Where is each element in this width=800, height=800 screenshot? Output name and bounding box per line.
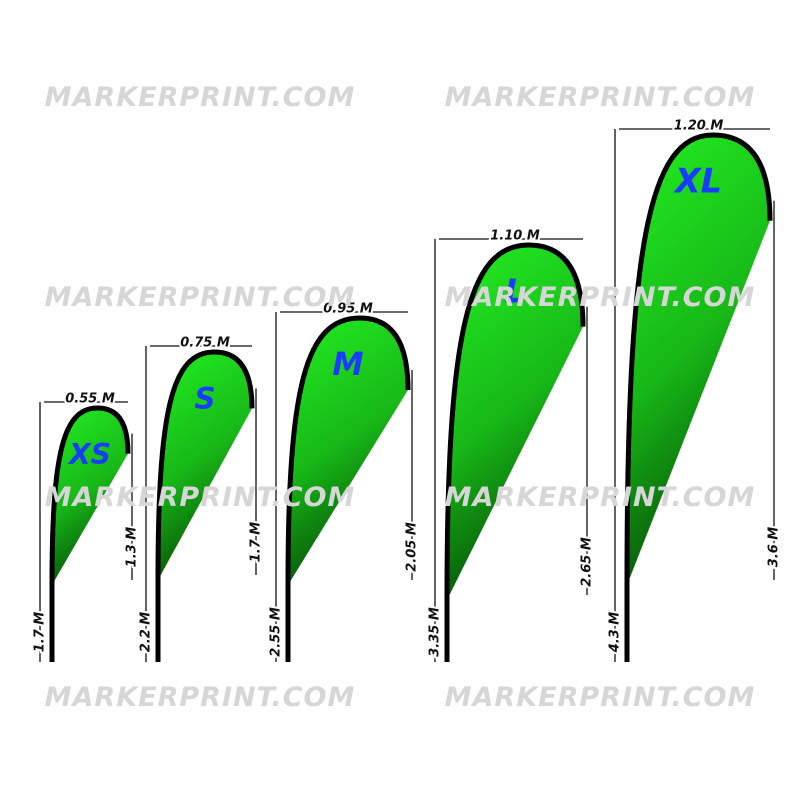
total-height-label: 3.35 M <box>428 607 443 657</box>
flag-fabric <box>288 318 408 585</box>
watermark: MARKERPRINT.COM <box>445 682 756 713</box>
size-label: L <box>505 272 526 311</box>
flag-pole <box>444 242 586 662</box>
flag-height-label: 1.3 M <box>125 527 140 568</box>
flag-pole <box>624 132 773 662</box>
watermark: MARKERPRINT.COM <box>45 82 356 113</box>
total-height-label: 1.7 M <box>33 612 48 653</box>
flag-height-label: 3.6 M <box>767 527 782 568</box>
width-label: 1.20 M <box>674 119 724 134</box>
flag-fabric <box>447 245 583 600</box>
watermark: MARKERPRINT.COM <box>45 482 356 513</box>
size-label: M <box>332 347 363 383</box>
flag-height-label: 2.05 M <box>405 522 420 572</box>
flag-fabric <box>627 135 770 585</box>
width-label: 0.95 M <box>323 302 373 317</box>
flag-fabric <box>52 408 128 585</box>
watermark: MARKERPRINT.COM <box>45 682 356 713</box>
flag-height-label: 2.65 M <box>580 537 595 587</box>
flag-pole <box>155 349 255 662</box>
size-label: XL <box>673 162 722 201</box>
watermark: MARKERPRINT.COM <box>45 282 356 313</box>
watermark: MARKERPRINT.COM <box>445 282 756 313</box>
flag-pole <box>49 405 131 662</box>
watermark: MARKERPRINT.COM <box>445 482 756 513</box>
total-height-label: 2.55 M <box>269 607 284 657</box>
width-label: 0.55 M <box>65 392 115 407</box>
watermark: MARKERPRINT.COM <box>445 82 756 113</box>
size-label: S <box>194 382 215 416</box>
flag-pole <box>285 315 411 662</box>
size-label: XS <box>67 438 111 471</box>
flag-fabric <box>158 352 252 580</box>
total-height-label: 4.3 M <box>608 612 623 654</box>
total-height-label: 2.2 M <box>139 612 154 653</box>
width-label: 1.10 M <box>490 229 540 244</box>
width-label: 0.75 M <box>180 336 230 351</box>
flag-height-label: 1.7 M <box>249 522 264 563</box>
